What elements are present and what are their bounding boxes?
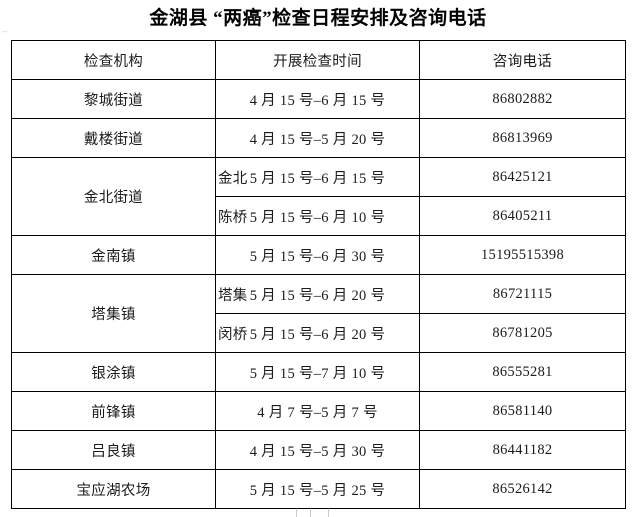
table-row: 闵桥 5 月 15 号–6 月 20 号 86781205 xyxy=(12,313,627,353)
table-row: 黎城街道 4 月 15 号–6 月 15 号 86802882 xyxy=(10,79,627,119)
cell-phone: 15195515398 xyxy=(419,235,627,275)
cell-phone: 86405211 xyxy=(419,196,627,236)
cell-organization: 黎城街道 xyxy=(10,79,217,119)
scroll-marker-icon: ↔ xyxy=(0,25,9,35)
cell-schedule: 5 月 15 号–6 月 30 号 xyxy=(215,235,421,275)
cell-phone: 86555281 xyxy=(419,352,627,392)
table-row: 金北街道 金北 5 月 15 号–6 月 15 号 86425121 xyxy=(11,157,627,236)
table-row: 银涂镇 5 月 15 号–7 月 10 号 86555281 xyxy=(10,352,627,392)
cell-schedule: 4 月 15 号–5 月 20 号 xyxy=(215,118,421,158)
cell-schedule: 4 月 15 号–6 月 15 号 xyxy=(215,79,421,119)
table-row: 金南镇 5 月 15 号–6 月 30 号 15195515398 xyxy=(10,235,627,275)
table-row: 戴楼街道 4 月 15 号–5 月 20 号 86813969 xyxy=(10,118,627,158)
schedule-table-container: 检查机构 开展检查时间 咨询电话 黎城街道 4 月 15 号–6 月 15 号 … xyxy=(10,40,627,509)
column-header-organization: 检查机构 xyxy=(10,40,217,80)
cell-phone: 86441182 xyxy=(419,430,627,470)
cell-schedule: 5 月 15 号–6 月 15 号 xyxy=(215,157,421,197)
cell-organization: 金南镇 xyxy=(10,235,217,275)
cell-schedule: 4 月 7 号–5 月 7 号 xyxy=(215,391,421,431)
cell-organization: 戴楼街道 xyxy=(10,118,217,158)
schedule-table: 检查机构 开展检查时间 咨询电话 黎城街道 4 月 15 号–6 月 15 号 … xyxy=(10,40,627,509)
cell-organization: 吕良镇 xyxy=(10,430,217,470)
schedule-table-body: 检查机构 开展检查时间 咨询电话 黎城街道 4 月 15 号–6 月 15 号 … xyxy=(10,40,627,509)
cell-phone: 86425121 xyxy=(419,157,627,197)
edge-mark xyxy=(310,508,311,517)
cell-organization: 宝应湖农场 xyxy=(10,469,217,509)
cell-phone: 86721115 xyxy=(419,274,627,314)
cell-phone: 86813969 xyxy=(419,118,627,158)
cell-phone: 86802882 xyxy=(419,79,627,119)
cell-organization-merged: 塔集镇 xyxy=(11,274,216,353)
cell-phone: 86781205 xyxy=(419,313,627,353)
cell-schedule: 5 月 15 号–5 月 25 号 xyxy=(215,469,421,509)
table-row: 塔集镇 塔集 5 月 15 号–6 月 20 号 86721115 xyxy=(11,274,627,353)
cell-organization: 银涂镇 xyxy=(10,352,217,392)
cell-schedule: 5 月 15 号–7 月 10 号 xyxy=(215,352,421,392)
cell-phone: 86526142 xyxy=(419,469,627,509)
table-row: 宝应湖农场 5 月 15 号–5 月 25 号 86526142 xyxy=(10,469,627,509)
table-row: 前锋镇 4 月 7 号–5 月 7 号 86581140 xyxy=(10,391,627,431)
table-row: 吕良镇 4 月 15 号–5 月 30 号 86441182 xyxy=(10,430,627,470)
edge-mark xyxy=(296,508,297,517)
cell-organization: 前锋镇 xyxy=(10,391,217,431)
cell-phone: 86581140 xyxy=(419,391,627,431)
cell-organization-merged: 金北街道 xyxy=(11,157,216,236)
page-title: 金湖县 “两癌”检查日程安排及咨询电话 xyxy=(149,8,487,29)
page-edge-marks xyxy=(296,508,338,517)
column-header-phone: 咨询电话 xyxy=(419,40,627,80)
cell-schedule: 4 月 15 号–5 月 30 号 xyxy=(215,430,421,470)
edge-mark xyxy=(328,508,329,517)
column-header-schedule: 开展检查时间 xyxy=(215,40,421,80)
table-header-row: 检查机构 开展检查时间 咨询电话 xyxy=(10,40,627,80)
